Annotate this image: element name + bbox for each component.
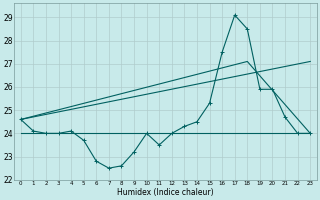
X-axis label: Humidex (Indice chaleur): Humidex (Indice chaleur)	[117, 188, 214, 197]
